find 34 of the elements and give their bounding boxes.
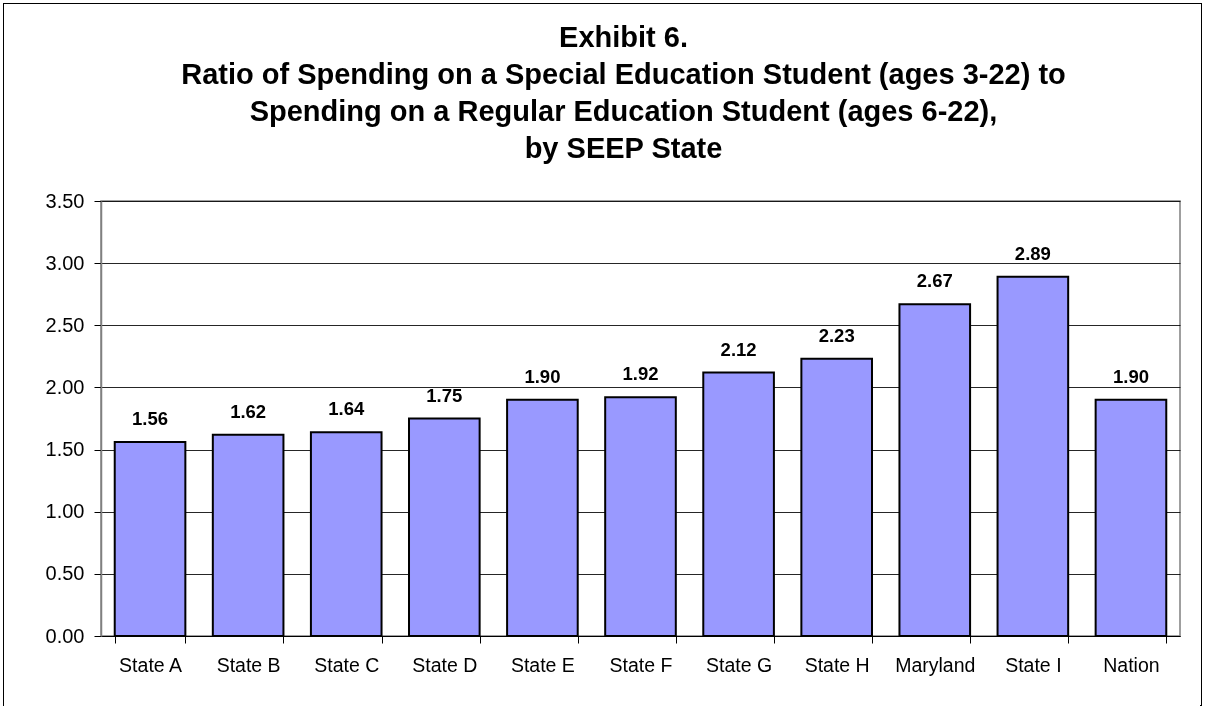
y-tick-label: 2.00 [45, 375, 85, 398]
text: Exhibit 6. [559, 21, 688, 53]
y-tick-label: 0.00 [45, 624, 85, 647]
text: Ratio of Spending on a Special Education Student (ages 3-22) to [181, 58, 1066, 90]
y-tick-label: 3.50 [45, 189, 85, 212]
data-label: 1.92 [622, 363, 659, 385]
y-tick-label: 2.50 [45, 313, 85, 336]
y-tick-label: 1.00 [45, 500, 85, 523]
data-label: 2.67 [916, 270, 953, 292]
data-label: 2.12 [720, 338, 757, 360]
x-tick-label: State D [412, 653, 478, 676]
text: by SEEP State [524, 132, 723, 164]
data-label: 1.64 [328, 398, 365, 420]
data-label: 1.75 [426, 384, 463, 406]
y-tick-label: 1.50 [45, 438, 85, 461]
x-tick-label: State H [804, 653, 870, 676]
x-tick-label: State E [510, 653, 575, 676]
data-label: 1.56 [132, 408, 169, 430]
y-tick-label: 3.00 [45, 251, 85, 274]
x-tick-label: Maryland [895, 653, 976, 676]
x-tick-label: State G [706, 653, 773, 676]
x-tick-label: State F [609, 653, 673, 676]
x-tick-label: Nation [1103, 653, 1160, 676]
data-label: 1.90 [1112, 365, 1149, 387]
x-tick-label: State C [314, 653, 380, 676]
data-label: 2.89 [1014, 242, 1051, 264]
y-tick-label: 0.50 [45, 562, 85, 585]
x-tick-label: State A [119, 653, 182, 676]
x-tick-label: State B [216, 653, 281, 676]
data-label: 1.90 [524, 365, 561, 387]
x-tick-label: State I [1005, 653, 1062, 676]
data-label: 2.23 [818, 324, 855, 346]
data-label: 1.62 [230, 400, 267, 422]
text: Spending on a Regular Education Student (ages 6-22), [249, 95, 998, 127]
